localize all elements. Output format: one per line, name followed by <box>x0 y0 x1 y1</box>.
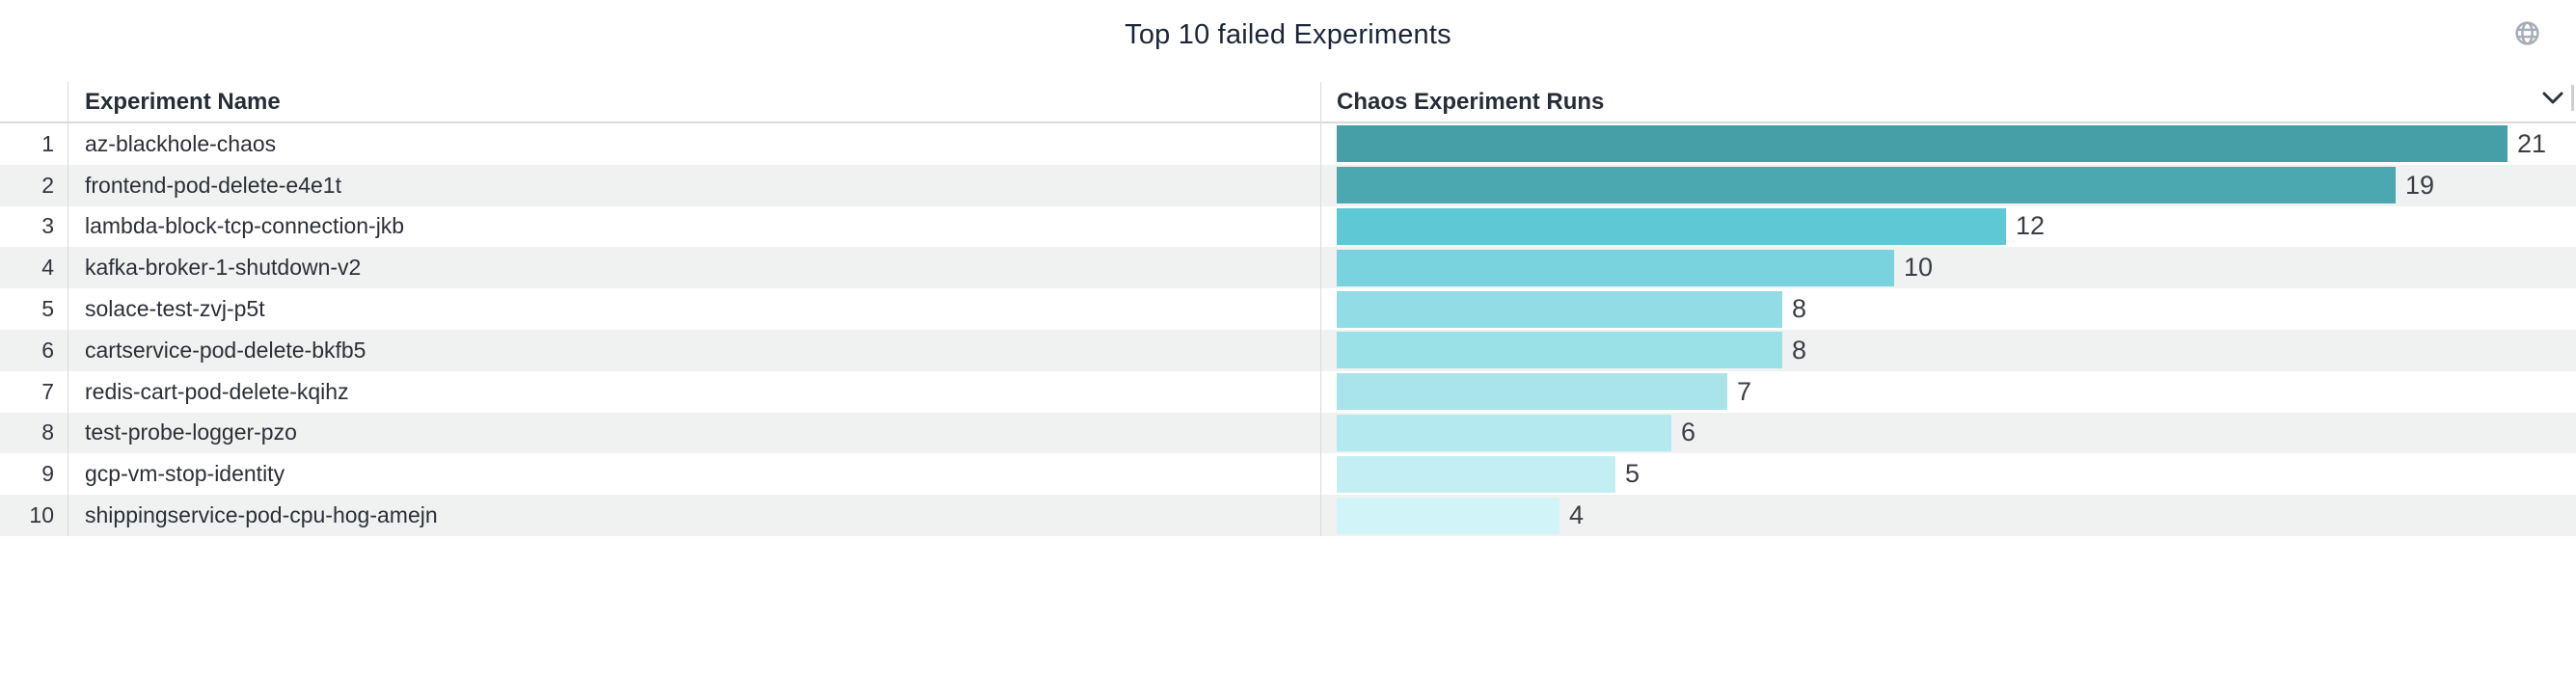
bar-value-label: 5 <box>1625 459 1641 489</box>
table-row: 8 test-probe-logger-pzo 6 <box>0 412 2576 454</box>
runs-bar[interactable] <box>1337 207 2006 245</box>
row-rank: 6 <box>0 329 68 371</box>
experiment-name-cell[interactable]: lambda-block-tcp-connection-jkb <box>68 205 1321 248</box>
experiment-name-cell[interactable]: frontend-pod-delete-e4e1t <box>68 164 1321 206</box>
experiment-name-cell[interactable]: solace-test-zvj-p5t <box>68 288 1321 330</box>
runs-bar[interactable] <box>1337 167 2396 204</box>
panel-title: Top 10 failed Experiments <box>1125 19 1451 50</box>
experiment-name-cell[interactable]: cartservice-pod-delete-bkfb5 <box>68 329 1321 371</box>
row-rank: 1 <box>0 123 68 165</box>
column-header-experiment-name[interactable]: Experiment Name <box>68 82 1321 122</box>
experiment-name-cell[interactable]: gcp-vm-stop-identity <box>68 453 1321 496</box>
experiment-name-cell[interactable]: redis-cart-pod-delete-kqihz <box>68 370 1321 413</box>
bar-value-label: 12 <box>2016 211 2046 241</box>
runs-bar[interactable] <box>1337 332 1782 369</box>
runs-bar[interactable] <box>1337 414 1671 451</box>
runs-bar[interactable] <box>1337 497 1559 534</box>
table-row: 4 kafka-broker-1-shutdown-v2 10 <box>0 247 2576 289</box>
table-row: 7 redis-cart-pod-delete-kqihz 7 <box>0 370 2576 413</box>
experiment-name-cell[interactable]: az-blackhole-chaos <box>68 123 1321 165</box>
table-row: 9 gcp-vm-stop-identity 5 <box>0 453 2576 496</box>
row-rank: 10 <box>0 495 68 536</box>
chevron-down-icon[interactable] <box>2542 92 2563 105</box>
row-rank: 5 <box>0 288 68 330</box>
table-row: 5 solace-test-zvj-p5t 8 <box>0 288 2576 330</box>
experiment-name-cell[interactable]: shippingservice-pod-cpu-hog-amejn <box>68 495 1321 536</box>
runs-bar[interactable] <box>1337 290 1782 328</box>
runs-bar-cell: 7 <box>1321 371 2576 413</box>
scrollbar-thumb[interactable] <box>2571 85 2574 111</box>
bar-value-label: 21 <box>2517 128 2547 158</box>
runs-bar-cell: 21 <box>1321 123 2576 165</box>
table-body: 1 az-blackhole-chaos 21 2 frontend-pod-d… <box>0 123 2576 536</box>
bar-value-label: 8 <box>1792 294 1807 324</box>
table-row: 6 cartservice-pod-delete-bkfb5 8 <box>0 329 2576 371</box>
rank-column-header <box>0 82 68 122</box>
runs-bar-cell: 6 <box>1321 413 2576 454</box>
table-row: 1 az-blackhole-chaos 21 <box>0 123 2576 165</box>
bar-value-label: 6 <box>1681 418 1696 447</box>
runs-bar[interactable] <box>1337 125 2508 163</box>
runs-bar-cell: 10 <box>1321 247 2576 288</box>
runs-bar-cell: 4 <box>1321 495 2576 536</box>
experiment-name-cell[interactable]: kafka-broker-1-shutdown-v2 <box>68 247 1321 289</box>
experiments-table: Experiment Name Chaos Experiment Runs 1 … <box>0 82 2576 536</box>
row-rank: 2 <box>0 164 68 206</box>
runs-bar-cell: 8 <box>1321 288 2576 330</box>
row-rank: 4 <box>0 247 68 289</box>
row-rank: 7 <box>0 370 68 413</box>
runs-bar-cell: 5 <box>1321 453 2576 495</box>
globe-icon[interactable] <box>2513 19 2541 47</box>
experiment-name-cell[interactable]: test-probe-logger-pzo <box>68 412 1321 454</box>
bar-value-label: 4 <box>1569 500 1585 530</box>
row-rank: 8 <box>0 412 68 454</box>
column-header-chaos-experiment-runs[interactable]: Chaos Experiment Runs <box>1337 88 1605 115</box>
table-row: 10 shippingservice-pod-cpu-hog-amejn 4 <box>0 495 2576 536</box>
runs-bar[interactable] <box>1337 455 1615 493</box>
row-rank: 3 <box>0 205 68 248</box>
table-row: 3 lambda-block-tcp-connection-jkb 12 <box>0 205 2576 248</box>
runs-bar[interactable] <box>1337 249 1894 286</box>
bar-value-label: 8 <box>1792 335 1807 364</box>
bar-value-label: 10 <box>1904 253 1934 283</box>
table-header-row: Experiment Name Chaos Experiment Runs <box>0 82 2576 123</box>
runs-bar-cell: 8 <box>1321 330 2576 371</box>
runs-bar[interactable] <box>1337 373 1727 411</box>
runs-bar-cell: 19 <box>1321 165 2576 206</box>
table-row: 2 frontend-pod-delete-e4e1t 19 <box>0 164 2576 206</box>
bar-value-label: 19 <box>2405 170 2435 200</box>
bar-value-label: 7 <box>1737 376 1752 406</box>
runs-bar-cell: 12 <box>1321 206 2576 248</box>
row-rank: 9 <box>0 453 68 496</box>
